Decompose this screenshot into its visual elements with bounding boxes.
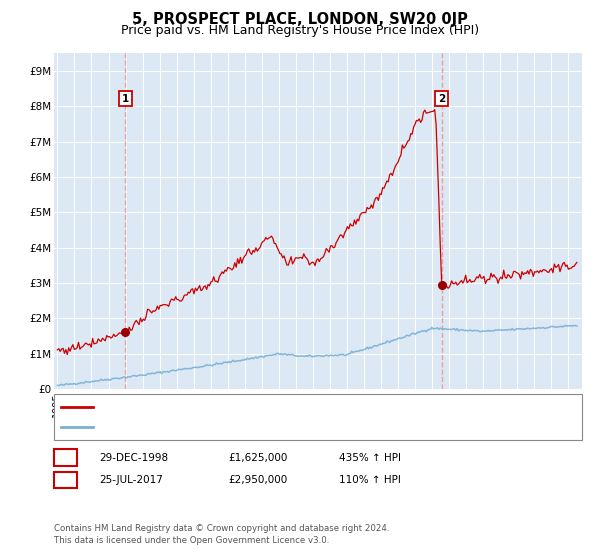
Text: HPI: Average price, detached house, Merton: HPI: Average price, detached house, Mert…: [99, 422, 329, 432]
Text: 25-JUL-2017: 25-JUL-2017: [99, 475, 163, 485]
Text: 110% ↑ HPI: 110% ↑ HPI: [339, 475, 401, 485]
Text: Price paid vs. HM Land Registry's House Price Index (HPI): Price paid vs. HM Land Registry's House …: [121, 24, 479, 37]
Text: 5, PROSPECT PLACE, LONDON, SW20 0JP (detached house): 5, PROSPECT PLACE, LONDON, SW20 0JP (det…: [99, 402, 406, 412]
Text: 29-DEC-1998: 29-DEC-1998: [99, 452, 168, 463]
Text: This data is licensed under the Open Government Licence v3.0.: This data is licensed under the Open Gov…: [54, 536, 329, 545]
Text: 5, PROSPECT PLACE, LONDON, SW20 0JP: 5, PROSPECT PLACE, LONDON, SW20 0JP: [132, 12, 468, 27]
Text: £1,625,000: £1,625,000: [228, 452, 287, 463]
Text: £2,950,000: £2,950,000: [228, 475, 287, 485]
Text: 2: 2: [438, 94, 445, 104]
Text: 2: 2: [62, 475, 69, 485]
Text: 1: 1: [122, 94, 129, 104]
Text: 435% ↑ HPI: 435% ↑ HPI: [339, 452, 401, 463]
Text: 1: 1: [62, 452, 69, 463]
Text: Contains HM Land Registry data © Crown copyright and database right 2024.: Contains HM Land Registry data © Crown c…: [54, 524, 389, 533]
